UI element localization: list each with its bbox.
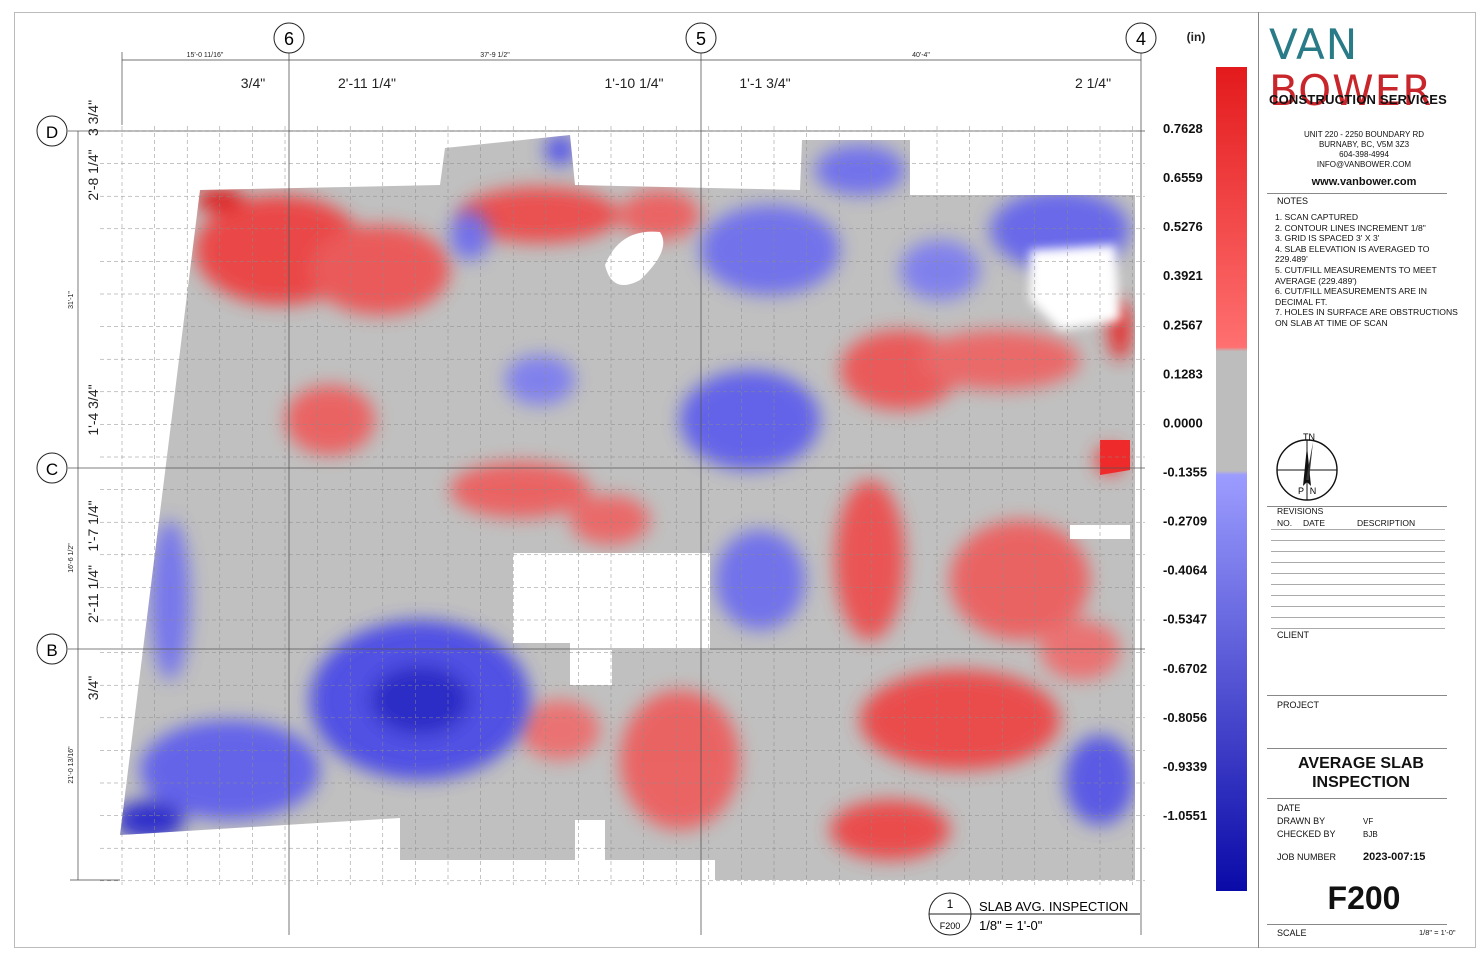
left-offset-1: 3 3/4"	[85, 100, 101, 136]
checked-by-label: CHECKED BY	[1277, 829, 1336, 839]
company-logo: VAN BOWER	[1269, 20, 1433, 115]
svg-text:4: 4	[1136, 29, 1146, 49]
revisions-table	[1271, 529, 1445, 639]
svg-text:6: 6	[284, 29, 294, 49]
svg-text:1: 1	[947, 897, 954, 911]
note-item: 3. GRID IS SPACED 3' X 3'	[1275, 233, 1380, 244]
top-offset-5: 2 1/4"	[1075, 75, 1111, 91]
left-dim-2: 16'-6 1/2"	[68, 543, 75, 573]
client-label: CLIENT	[1277, 630, 1310, 640]
logo-subtitle: CONSTRUCTION SERVICES	[1269, 92, 1448, 107]
legend-value: -0.9339	[1163, 759, 1207, 774]
top-offset-3: 1'-10 1/4"	[604, 75, 663, 91]
top-dim-2: 37'-9 1/2"	[480, 52, 510, 59]
note-item: 6. CUT/FILL MEASUREMENTS ARE IN DECIMAL …	[1275, 286, 1428, 307]
left-offset-4: 1'-7 1/4"	[85, 500, 101, 551]
detail-tag: 1 F200 SLAB AVG. INSPECTION 1/8" = 1'-0"	[928, 892, 1140, 936]
note-item: 1. SCAN CAPTURED	[1275, 212, 1359, 222]
legend-value: -1.0551	[1163, 808, 1207, 823]
legend-value: -0.1355	[1163, 465, 1207, 480]
svg-text:N: N	[1310, 486, 1317, 496]
divider	[1267, 695, 1447, 696]
divider	[1267, 748, 1447, 749]
left-offset-2: 2'-8 1/4"	[85, 149, 101, 200]
revisions-heading: REVISIONS	[1277, 506, 1324, 516]
scale-value: 1/8" = 1'-0"	[1419, 928, 1456, 937]
top-dim-1: 15'-0 11/16"	[187, 52, 224, 59]
legend-value: 0.1283	[1163, 366, 1203, 381]
svg-text:P: P	[1298, 486, 1304, 496]
left-offset-5: 2'-11 1/4"	[85, 565, 101, 623]
date-label: DATE	[1277, 803, 1301, 813]
legend-value: 0.6559	[1163, 170, 1203, 185]
sheet-number: F200	[1327, 880, 1401, 916]
column-5-bubble: 5	[685, 22, 717, 54]
svg-text:5: 5	[696, 29, 706, 49]
top-dim-3: 40'-4"	[912, 52, 930, 59]
row-c-bubble: C	[36, 452, 68, 484]
company-address: UNIT 220 - 2250 BOUNDARY RD BURNABY, BC,…	[1303, 130, 1425, 169]
left-dim-1: 31'-1"	[68, 291, 75, 309]
svg-text:TN: TN	[1303, 432, 1315, 442]
note-item: 5. CUT/FILL MEASUREMENTS TO MEET AVERAGE…	[1275, 264, 1437, 286]
drawn-by-label: DRAWN BY	[1277, 816, 1326, 826]
divider	[1267, 798, 1447, 799]
legend-value: -0.5347	[1163, 612, 1207, 627]
note-item: 7. HOLES IN SURFACE ARE OBSTRUCTIONS ON …	[1275, 307, 1458, 328]
job-number-label: JOB NUMBER	[1277, 852, 1337, 862]
dimension-lines	[70, 52, 1141, 881]
job-number-value: 2023-007:15	[1363, 851, 1426, 863]
divider	[1267, 924, 1447, 925]
notes-list: 1. SCAN CAPTURED 2. CONTOUR LINES INCREM…	[1275, 212, 1461, 329]
left-offset-6: 3/4"	[85, 676, 101, 700]
svg-text:1/8" = 1'-0": 1/8" = 1'-0"	[979, 918, 1043, 933]
left-offset-3: 1'-4 3/4"	[85, 384, 101, 435]
sheet-border	[14, 12, 1476, 948]
company-website: www.vanbower.com	[1311, 176, 1417, 188]
note-item: 2. CONTOUR LINES INCREMENT 1/8"	[1275, 222, 1426, 233]
legend-value: 0.3921	[1163, 268, 1203, 283]
checked-by-value: BJB	[1363, 830, 1378, 839]
legend-value: 0.5276	[1163, 219, 1203, 234]
top-offset-2: 2'-11 1/4"	[338, 75, 396, 91]
legend-value: -0.6702	[1163, 661, 1207, 676]
drawing-title: AVERAGE SLAB INSPECTION	[1298, 755, 1424, 791]
divider	[1267, 193, 1447, 194]
row-b-bubble: B	[36, 633, 68, 665]
legend-color-bar	[1216, 67, 1247, 891]
column-4-bubble: 4	[1125, 22, 1157, 54]
scale-label: SCALE	[1277, 928, 1307, 938]
project-label: PROJECT	[1277, 700, 1320, 710]
legend-value: -0.4064	[1163, 563, 1208, 578]
legend-value: -0.8056	[1163, 710, 1207, 725]
title-block: VAN BOWER CONSTRUCTION SERVICES UNIT 220…	[1258, 12, 1476, 948]
note-item: 4. SLAB ELEVATION IS AVERAGED TO 229.489…	[1275, 243, 1430, 265]
row-d-bubble: D	[36, 115, 68, 147]
legend-value: -0.2709	[1163, 514, 1207, 529]
svg-text:SLAB AVG. INSPECTION: SLAB AVG. INSPECTION	[979, 899, 1128, 914]
svg-text:C: C	[46, 460, 58, 479]
main-grid-lines	[68, 52, 1145, 935]
legend-value: 0.0000	[1163, 415, 1203, 430]
legend-value: 0.2567	[1163, 317, 1203, 332]
north-arrow-icon: TN P N	[1276, 432, 1338, 501]
top-offset-4: 1'-1 3/4"	[739, 75, 790, 91]
units-label: (in)	[1187, 30, 1206, 44]
svg-text:D: D	[46, 123, 58, 142]
drawn-by-value: VF	[1363, 817, 1374, 826]
svg-text:F200: F200	[940, 921, 961, 931]
top-offset-1: 3/4"	[241, 75, 265, 91]
left-dim-3: 21'-0 13/16"	[68, 746, 75, 784]
legend-values: 0.7628 0.6559 0.5276 0.3921 0.2567 0.1283 0.00…	[1163, 121, 1208, 823]
svg-text:B: B	[46, 641, 57, 660]
column-6-bubble: 6	[273, 22, 305, 54]
divider	[1267, 506, 1447, 507]
legend-value: 0.7628	[1163, 121, 1203, 136]
notes-heading: NOTES	[1277, 196, 1309, 206]
